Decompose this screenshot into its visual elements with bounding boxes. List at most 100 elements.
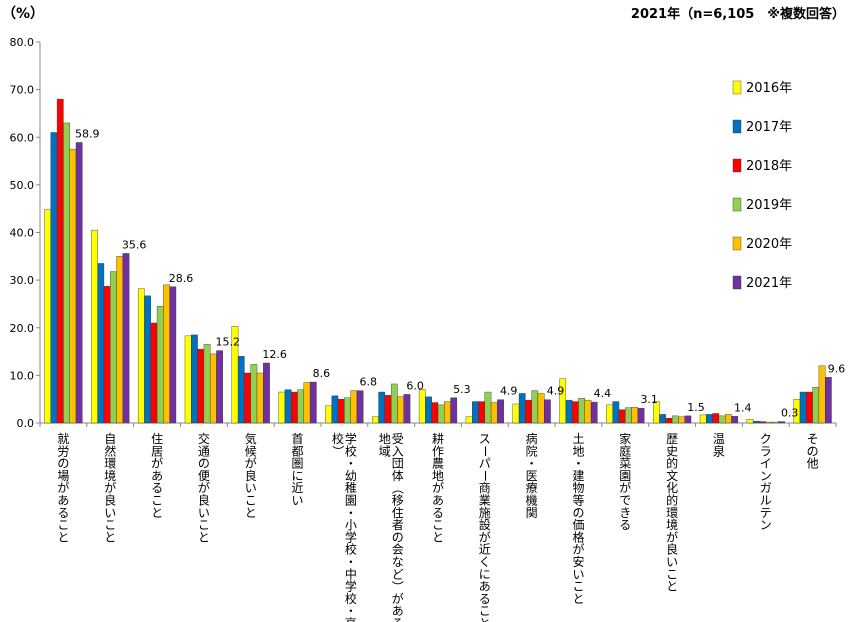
bar	[606, 404, 613, 424]
category-label-char: こ	[572, 580, 584, 594]
legend-item: 2016年	[732, 80, 792, 96]
category-label-char: 労	[57, 444, 69, 458]
category-label-char: 圏	[291, 457, 303, 471]
bar	[237, 356, 245, 424]
category-labels-group: 就労の場があること自然環境が良いこと住居があること交通の便が良いこと気候が良いこ…	[57, 431, 818, 622]
data-label: 1.5	[687, 401, 705, 414]
y-tick-label: 20.0	[10, 322, 35, 335]
category-label-char: あ	[479, 580, 491, 594]
category-label-char: ン	[760, 518, 772, 532]
bars-group	[44, 98, 832, 424]
category-label-char: 気	[245, 431, 257, 446]
category-label-char: ク	[760, 432, 772, 446]
category-label-char: く	[479, 555, 491, 569]
bar	[531, 390, 539, 424]
bar	[144, 295, 151, 424]
category-label-char: ン	[760, 469, 772, 483]
bar	[444, 401, 451, 424]
data-label: 0.3	[781, 407, 799, 420]
category-label-char: 学	[345, 579, 357, 594]
bar	[278, 391, 286, 424]
bar	[684, 415, 692, 424]
category-label-char: ・	[572, 457, 584, 471]
category-label-char: 土	[572, 432, 584, 446]
bar	[659, 414, 667, 424]
category-label-char: 体	[392, 469, 404, 483]
legend-item: 2017年	[732, 119, 792, 135]
y-tick-label: 10.0	[10, 369, 35, 382]
bar	[478, 401, 486, 424]
bar	[184, 335, 192, 424]
category-label-char: い	[104, 506, 116, 520]
bar	[150, 322, 158, 424]
legend-label: 2021年	[746, 276, 792, 291]
category-label-char: 施	[479, 506, 491, 520]
category-label-char: 物	[572, 481, 584, 495]
category-label-char: に	[291, 469, 303, 483]
x-axis	[39, 422, 837, 427]
bar	[56, 98, 64, 424]
category-label-char: が	[479, 529, 491, 544]
data-label: 6.0	[406, 379, 424, 392]
bar	[378, 391, 386, 424]
data-labels-group: 58.9 35.6 28.6 15.2 12.6 8.6 6.8 6.0 5.3 4.9 4.9 4.…	[75, 128, 845, 420]
category-label-char: が	[392, 591, 404, 606]
data-label: 12.6	[262, 348, 287, 361]
category-label-char: が	[104, 480, 116, 495]
category-label-char: い	[198, 506, 210, 520]
category-label-char: あ	[432, 494, 444, 508]
bar	[303, 382, 311, 424]
category-label-char: 地	[379, 432, 391, 446]
bar	[191, 334, 198, 424]
bar	[706, 414, 713, 424]
category-label-char: 環	[104, 457, 116, 471]
category-label-char: 歴	[666, 432, 678, 446]
category-label-char: が	[619, 480, 631, 495]
bar	[653, 401, 660, 424]
category-label-char: で	[619, 494, 631, 508]
bar	[384, 395, 392, 424]
category-label-char: 院	[526, 444, 538, 458]
category-label: スーパー商業施設が近くにあること	[478, 432, 492, 622]
data-label: 4.4	[594, 387, 612, 400]
category-label-char: る	[432, 506, 444, 520]
category-label-char: ・	[345, 457, 357, 471]
category-label-char: に	[479, 567, 491, 581]
category-label-char: る	[392, 617, 404, 622]
category-label-char: 医	[526, 469, 538, 483]
category-label-char: 境	[104, 468, 116, 483]
bar	[169, 286, 177, 424]
bar	[209, 353, 217, 424]
category-label-char: 近	[291, 481, 303, 495]
legend-label: 2016年	[746, 81, 792, 96]
bar	[418, 389, 426, 424]
bar	[390, 383, 398, 424]
category-label-char: ）	[331, 445, 345, 457]
category-label-char: 移	[392, 494, 404, 508]
category-label-char: 菜	[619, 457, 631, 471]
category-label-char: が	[57, 480, 69, 495]
bar	[752, 420, 760, 424]
bar	[759, 421, 766, 424]
category-label-char: こ	[104, 518, 116, 532]
category-label-char: 地	[572, 444, 584, 458]
data-label: 9.6	[828, 362, 846, 375]
y-unit-label: （%）	[2, 6, 44, 22]
legend-label: 2020年	[746, 237, 792, 252]
category-label-char: 良	[198, 493, 210, 508]
legend-swatch	[732, 158, 742, 173]
bar	[110, 271, 117, 424]
category-label-char: ・	[345, 604, 357, 618]
category-label-char: 境	[666, 517, 678, 532]
bar	[490, 402, 498, 424]
category-label-char: 者	[392, 518, 404, 532]
bar	[331, 395, 339, 424]
y-axis: 0.0 10.0 20.0 30.0 40.0 50.0 60.0 70.0 80.0	[10, 36, 41, 430]
bar	[671, 415, 679, 424]
category-label-char: 家	[619, 431, 631, 446]
y-tick-label: 30.0	[10, 274, 35, 287]
